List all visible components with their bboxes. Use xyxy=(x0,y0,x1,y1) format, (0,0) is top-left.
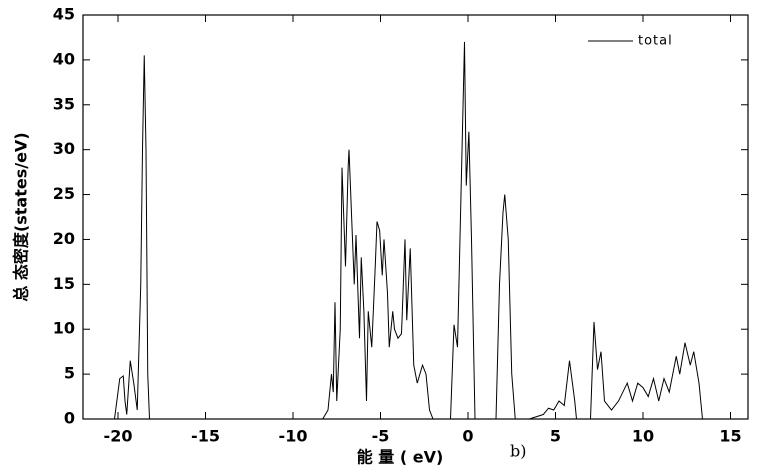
legend-label: total xyxy=(638,34,673,49)
y-tick-label: 0 xyxy=(64,409,75,428)
plot-frame xyxy=(82,14,749,420)
y-tick-label: 15 xyxy=(53,274,75,293)
annotation: b) xyxy=(510,442,526,461)
y-tick-label: 45 xyxy=(53,5,75,24)
x-axis-label: 能 量 ( eV) xyxy=(357,448,444,467)
x-tick-label: 0 xyxy=(462,427,473,446)
x-tick-label: -15 xyxy=(191,427,220,446)
y-tick-label: 35 xyxy=(53,94,75,113)
line xyxy=(109,41,713,420)
x-tick-label: -5 xyxy=(372,427,390,446)
y-tick-label: 20 xyxy=(53,229,75,248)
y-axis-label: 总 态密度(states/eV) xyxy=(12,132,31,301)
y-tick-label: 30 xyxy=(53,139,75,158)
y-tick-label: 5 xyxy=(64,364,75,383)
y-tick-label: 10 xyxy=(53,319,75,338)
x-tick-label: 10 xyxy=(632,427,654,446)
y-tick-label: 40 xyxy=(53,49,75,68)
x-tick-label: 15 xyxy=(719,427,741,446)
x-tick-label: 5 xyxy=(550,427,561,446)
x-tick-label: -10 xyxy=(279,427,308,446)
y-tick-label: 25 xyxy=(53,184,75,203)
x-tick-label: -20 xyxy=(104,427,133,446)
